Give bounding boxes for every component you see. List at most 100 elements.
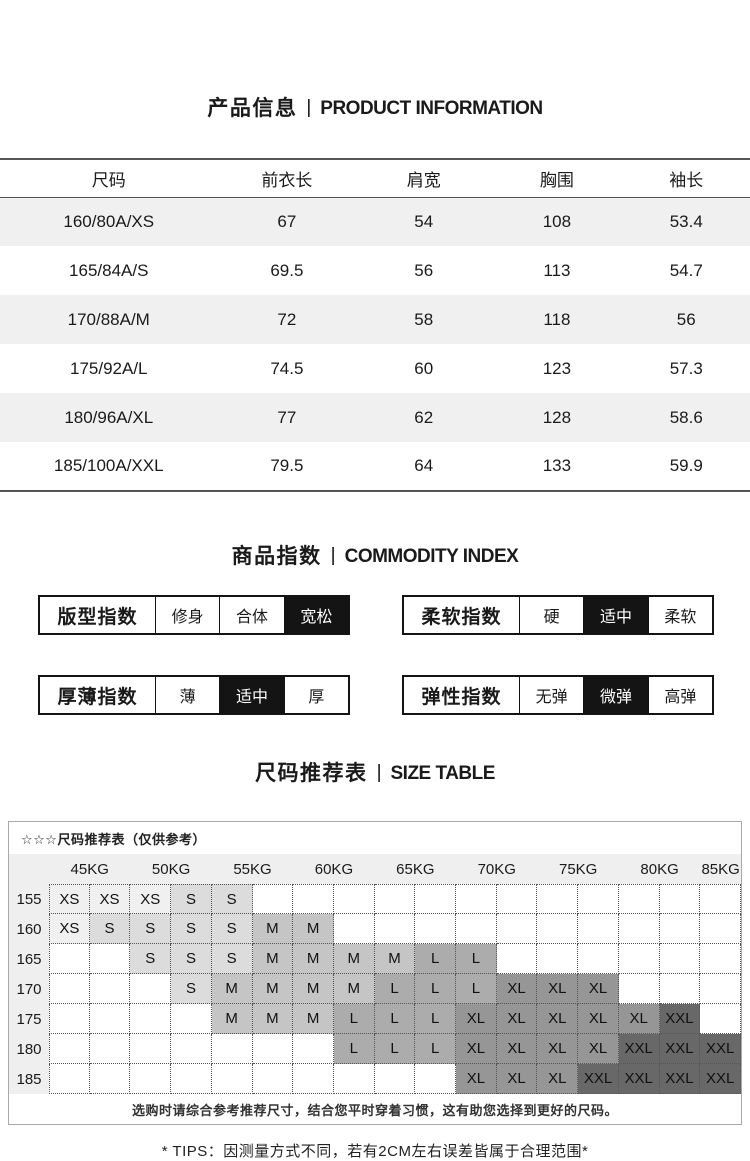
size-cell: S: [171, 944, 212, 974]
size-cell: L: [415, 944, 456, 974]
table-cell: 56: [356, 246, 491, 295]
size-cell: M: [253, 944, 294, 974]
size-cell-empty: [456, 914, 497, 944]
size-cell: L: [415, 1034, 456, 1064]
size-cell-empty: [660, 884, 701, 914]
size-cell-empty: [90, 1034, 131, 1064]
size-cell-empty: [578, 914, 619, 944]
section-title-product-info: 产品信息 | PRODUCT INFORMATION: [0, 0, 750, 121]
index-option: 薄: [156, 677, 220, 713]
table-cell: 175/92A/L: [0, 344, 218, 393]
size-cell: XL: [578, 974, 619, 1004]
size-cell: XL: [537, 1034, 578, 1064]
weight-row-spacer: [9, 854, 49, 884]
size-cell: XS: [49, 914, 90, 944]
commodity-index-title-en: COMMODITY INDEX: [345, 545, 519, 569]
size-cell-empty: [375, 1064, 416, 1094]
size-cell-empty: [537, 914, 578, 944]
index-option-selected: 微弹: [584, 677, 648, 713]
size-cell: XL: [537, 974, 578, 1004]
size-cell-empty: [375, 914, 416, 944]
size-cell-empty: [212, 1064, 253, 1094]
size-cell-empty: [700, 974, 741, 1004]
size-cell-empty: [171, 1064, 212, 1094]
table-cell: 54.7: [623, 246, 750, 295]
size-cell-empty: [49, 1064, 90, 1094]
size-cell-empty: [334, 884, 375, 914]
table-cell: 56: [623, 295, 750, 344]
size-cell-empty: [293, 1034, 334, 1064]
index-box: 柔软指数硬适中柔软: [402, 595, 714, 635]
size-box-footer-note: 选购时请综合参考推荐尺寸，结合您平时穿着习惯，这有助您选择到更好的尺码。: [9, 1094, 741, 1124]
size-cell-empty: [578, 944, 619, 974]
size-box-title: ☆☆☆尺码推荐表（仅供参考）: [9, 822, 741, 854]
size-cell: L: [375, 1004, 416, 1034]
size-cell-empty: [253, 884, 294, 914]
size-cell-empty: [49, 1034, 90, 1064]
size-cell-empty: [293, 1064, 334, 1094]
size-cell-empty: [660, 914, 701, 944]
index-label: 弹性指数: [404, 677, 520, 713]
size-cell-empty: [578, 884, 619, 914]
size-cell: XL: [497, 1064, 538, 1094]
size-cell-empty: [130, 974, 171, 1004]
weight-label: 45KG: [49, 854, 130, 884]
size-cell-empty: [375, 884, 416, 914]
size-cell-empty: [619, 944, 660, 974]
table-cell: 53.4: [623, 197, 750, 246]
size-cell-empty: [130, 1064, 171, 1094]
index-label: 版型指数: [40, 597, 156, 633]
size-cell: S: [171, 974, 212, 1004]
size-cell-empty: [90, 1064, 131, 1094]
index-option: 硬: [520, 597, 584, 633]
table-cell: 74.5: [218, 344, 357, 393]
index-option: 高弹: [649, 677, 712, 713]
size-cell-empty: [456, 884, 497, 914]
size-cell: M: [375, 944, 416, 974]
table-cell: 180/96A/XL: [0, 393, 218, 442]
size-cell: M: [293, 944, 334, 974]
column-header: 胸围: [491, 159, 622, 197]
table-cell: 185/100A/XXL: [0, 442, 218, 491]
size-cell-empty: [619, 884, 660, 914]
size-cell-empty: [415, 914, 456, 944]
table-cell: 60: [356, 344, 491, 393]
size-cell: XL: [497, 974, 538, 1004]
size-cell: M: [253, 1004, 294, 1034]
size-cell: XL: [578, 1004, 619, 1034]
size-cell: S: [212, 944, 253, 974]
size-cell: M: [253, 914, 294, 944]
size-cell: XXL: [660, 1004, 701, 1034]
product-info-title-en: PRODUCT INFORMATION: [320, 97, 542, 121]
size-cell-empty: [660, 974, 701, 1004]
size-cell: L: [456, 974, 497, 1004]
title-divider: |: [377, 761, 382, 785]
size-cell-empty: [415, 1064, 456, 1094]
weight-label: 65KG: [375, 854, 456, 884]
table-cell: 79.5: [218, 442, 357, 491]
index-option: 修身: [156, 597, 220, 633]
size-cell: XXL: [619, 1034, 660, 1064]
size-cell-empty: [700, 944, 741, 974]
size-cell-empty: [49, 1004, 90, 1034]
size-cell: S: [212, 914, 253, 944]
size-cell: M: [334, 974, 375, 1004]
size-cell-empty: [700, 1004, 741, 1034]
index-option: 合体: [220, 597, 284, 633]
index-label: 柔软指数: [404, 597, 520, 633]
size-cell: XS: [49, 884, 90, 914]
column-header: 袖长: [623, 159, 750, 197]
size-cell: L: [415, 974, 456, 1004]
size-cell: XL: [497, 1004, 538, 1034]
size-cell: S: [171, 884, 212, 914]
size-cell-empty: [334, 914, 375, 944]
height-label: 170: [9, 974, 49, 1004]
index-option-selected: 适中: [220, 677, 284, 713]
